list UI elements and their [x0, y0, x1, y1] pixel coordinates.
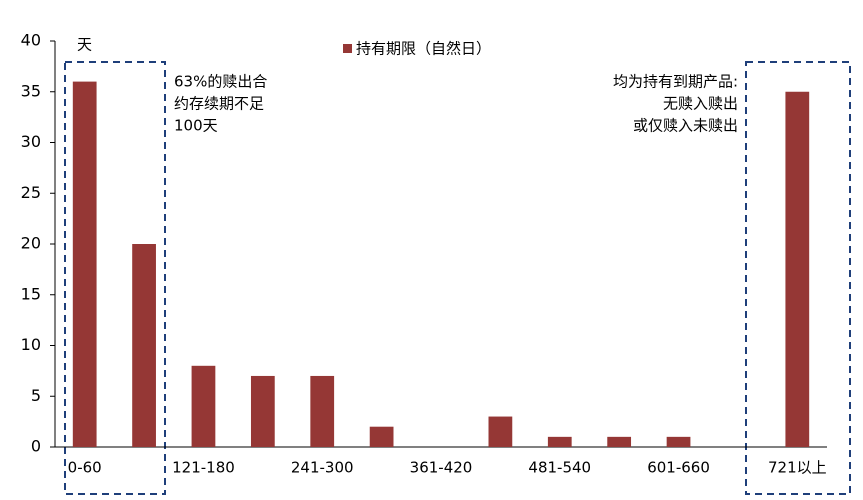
bar: [191, 365, 216, 447]
annotation: 63%的赎出合: [174, 73, 267, 91]
y-tick-label: 0: [31, 437, 41, 456]
y-tick-label: 30: [21, 132, 41, 151]
bar: [132, 244, 156, 447]
annotation: 约存续期不足: [174, 95, 264, 113]
y-tick-label: 5: [31, 386, 41, 405]
bar: [785, 91, 810, 447]
x-tick-label: 121-180: [172, 459, 235, 477]
y-tick-label: 10: [21, 335, 41, 354]
bar: [250, 375, 275, 447]
x-tick-label: 481-540: [528, 459, 591, 477]
annotation: 无赎入赎出: [663, 95, 738, 113]
x-tick-label: 601-660: [647, 459, 710, 477]
bar: [666, 436, 691, 447]
highlight-box: [64, 61, 166, 495]
x-tick-label: 361-420: [410, 459, 473, 477]
annotation: 或仅赎入未赎出: [633, 117, 738, 135]
annotation: 100天: [174, 117, 218, 135]
highlight-box: [745, 61, 851, 495]
bar: [369, 426, 394, 447]
x-tick-label: 0-60: [68, 459, 102, 477]
legend-label: 持有期限（自然日）: [356, 40, 491, 58]
y-tick-label: 20: [21, 234, 41, 253]
bar: [72, 81, 97, 447]
y-tick-label: 25: [21, 183, 41, 202]
bar: [547, 436, 572, 447]
y-tick-label: 15: [21, 284, 41, 303]
annotation: 均为持有到期产品:: [613, 73, 738, 91]
y-tick-label: 40: [21, 31, 41, 50]
x-tick-label: 721以上: [768, 459, 827, 477]
bar: [607, 436, 632, 447]
legend-swatch: [343, 44, 352, 53]
y-tick-label: 35: [21, 81, 41, 100]
bar: [488, 416, 513, 447]
bar: [310, 375, 335, 447]
y-axis-unit: 天: [77, 36, 92, 54]
x-tick-label: 241-300: [291, 459, 354, 477]
